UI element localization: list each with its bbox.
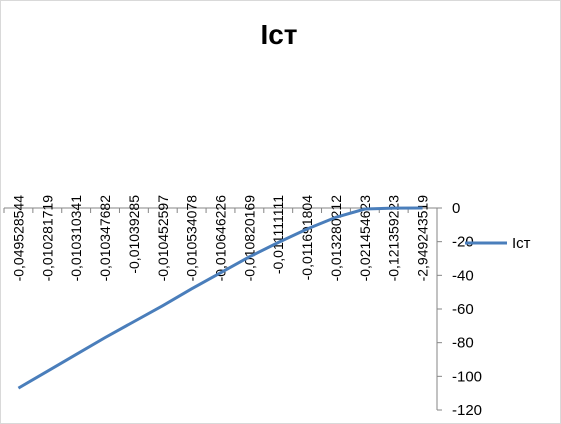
x-tick-label: -0,010347682: [97, 195, 113, 282]
chart-title: Iст: [260, 19, 297, 50]
y-tick-label: -40: [452, 267, 474, 284]
x-tick-label: -0,121359223: [386, 195, 402, 282]
x-tick-label: -0,010646226: [213, 195, 229, 282]
series-line: [17, 206, 423, 390]
x-tick-label: -0,013280212: [328, 195, 344, 282]
x-tick-label: -0,049528544: [10, 195, 26, 282]
x-tick-label: -0,010452597: [155, 195, 171, 282]
y-tick-label: 0: [452, 200, 460, 217]
y-tick-label: -120: [452, 402, 482, 419]
y-tick-label: -20: [452, 234, 474, 251]
x-tick-label: -0,011111111: [270, 195, 286, 274]
x-tick-label: -0,010820169: [241, 195, 257, 282]
x-tick-label: -0,010310341: [68, 195, 84, 282]
x-tick-label: -0,010534078: [184, 195, 200, 282]
y-tick-label: -60: [452, 301, 474, 318]
legend-label: Iст: [512, 235, 531, 252]
x-tick-label: -2,949243519: [415, 195, 431, 282]
x-tick-label: -0,010281719: [39, 195, 55, 282]
x-tick-label: -0,021454623: [357, 195, 373, 282]
x-tick-label: -0,011691804: [299, 195, 315, 281]
y-tick-label: -80: [452, 335, 474, 352]
y-tick-label: -100: [452, 368, 482, 385]
x-tick-label: -0,01039285: [126, 195, 142, 274]
